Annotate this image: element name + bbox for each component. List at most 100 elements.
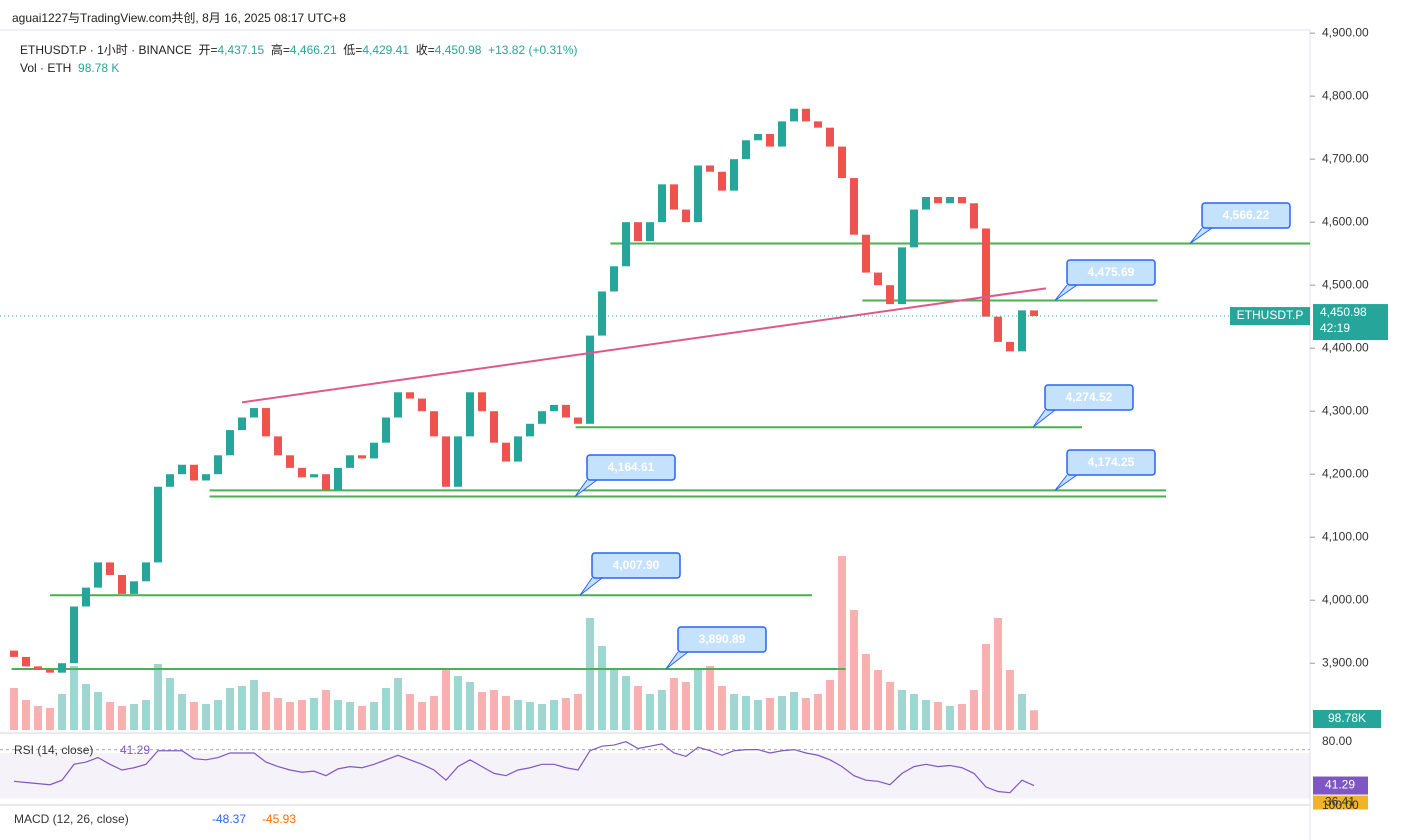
- volume-bar: [742, 696, 750, 730]
- candle: [70, 606, 78, 664]
- volume-bar: [334, 700, 342, 730]
- candle: [226, 430, 234, 456]
- candle: [826, 127, 834, 147]
- y-tick-label: 4,000.00: [1322, 592, 1369, 606]
- volume-bar: [562, 698, 570, 730]
- rsi-tick-label: 80.00: [1322, 734, 1352, 748]
- candle: [790, 108, 798, 122]
- ohlc-label: 收=: [415, 43, 435, 57]
- candle: [682, 209, 690, 223]
- volume-bar: [598, 646, 606, 730]
- volume-bar: [418, 702, 426, 730]
- symbol-tag: [1230, 307, 1310, 326]
- volume-bar: [178, 694, 186, 730]
- candle: [358, 455, 366, 459]
- callout-label: 4,174.25: [1088, 455, 1135, 469]
- candle: [658, 184, 666, 223]
- volume-bar: [34, 706, 42, 730]
- candle: [526, 423, 534, 437]
- volume-bar: [310, 698, 318, 730]
- volume-bar: [466, 682, 474, 730]
- volume-bar: [874, 670, 882, 730]
- volume-bar: [442, 670, 450, 730]
- callout-box: [1044, 384, 1134, 411]
- volume-bar: [502, 696, 510, 730]
- candle: [994, 316, 1002, 342]
- volume-bar: [922, 700, 930, 730]
- volume-bar: [214, 700, 222, 730]
- y-tick-label: 4,800.00: [1322, 88, 1369, 102]
- callout-label: 4,007.90: [613, 558, 660, 572]
- candle: [394, 392, 402, 418]
- callout-box: [1066, 259, 1156, 286]
- volume-bar: [778, 696, 786, 730]
- ohlc-label: 低=: [343, 43, 363, 57]
- volume-bar: [286, 702, 294, 730]
- candle: [982, 228, 990, 317]
- candle: [238, 417, 246, 431]
- change: +13.82 (+0.31%): [488, 43, 578, 57]
- candle: [910, 209, 918, 248]
- candle: [958, 196, 966, 204]
- volume-bar: [946, 706, 954, 730]
- candle: [514, 436, 522, 462]
- volume-bar: [682, 682, 690, 730]
- candle: [742, 140, 750, 160]
- volume-bar: [550, 700, 558, 730]
- countdown: 42:19: [1320, 321, 1350, 335]
- volume-bar: [406, 694, 414, 730]
- candle: [838, 146, 846, 179]
- candle: [478, 392, 486, 412]
- candle: [562, 404, 570, 418]
- candle: [346, 455, 354, 468]
- candle: [850, 178, 858, 235]
- y-tick-label: 4,100.00: [1322, 529, 1369, 543]
- volume-legend-value: 98.78 K: [78, 61, 120, 75]
- candle: [934, 196, 942, 204]
- volume-bar: [58, 694, 66, 730]
- volume-bar: [166, 678, 174, 730]
- candle: [718, 171, 726, 191]
- rsi-value: 41.29: [120, 743, 150, 757]
- candle: [310, 474, 318, 478]
- candle: [22, 656, 30, 667]
- candle: [814, 121, 822, 128]
- candle: [778, 121, 786, 147]
- candle: [874, 272, 882, 286]
- macd-title: MACD (12, 26, close): [14, 812, 129, 826]
- volume-bar: [766, 698, 774, 730]
- rsi-title: RSI (14, close): [14, 743, 93, 757]
- volume-bar: [70, 666, 78, 730]
- candle: [970, 203, 978, 229]
- candle: [298, 467, 306, 478]
- candle: [214, 455, 222, 475]
- volume-bar: [826, 680, 834, 730]
- candle: [106, 562, 114, 576]
- candle: [406, 392, 414, 399]
- candle: [550, 404, 558, 412]
- callout-pointer: [1189, 227, 1213, 244]
- callout-pointer: [1054, 474, 1078, 491]
- callout-pointer: [574, 479, 598, 497]
- callout-pointer: [665, 651, 689, 670]
- rsi-tag: [1313, 776, 1368, 795]
- candle: [334, 467, 342, 490]
- volume-bar: [862, 654, 870, 730]
- volume-bar: [574, 694, 582, 730]
- ohlc-label: 高=: [270, 43, 290, 57]
- header: aguai1227与TradingView.com共创, 8月 16, 2025…: [12, 11, 346, 25]
- rsi-tag-label: 41.29: [1325, 778, 1355, 792]
- volume-bar: [754, 700, 762, 730]
- volume-bar: [514, 700, 522, 730]
- volume-bar: [970, 690, 978, 730]
- ohlc-value: 4,466.21: [289, 43, 337, 57]
- ohlc-value: 4,450.98: [434, 43, 482, 57]
- y-tick-label: 4,300.00: [1322, 403, 1369, 417]
- rsi-ma-label: 36.41: [1325, 795, 1355, 809]
- volume-bar: [730, 694, 738, 730]
- volume-bar: [982, 644, 990, 730]
- y-tick-label: 4,400.00: [1322, 340, 1369, 354]
- volume-tag: [1313, 710, 1381, 728]
- volume-bar: [934, 702, 942, 730]
